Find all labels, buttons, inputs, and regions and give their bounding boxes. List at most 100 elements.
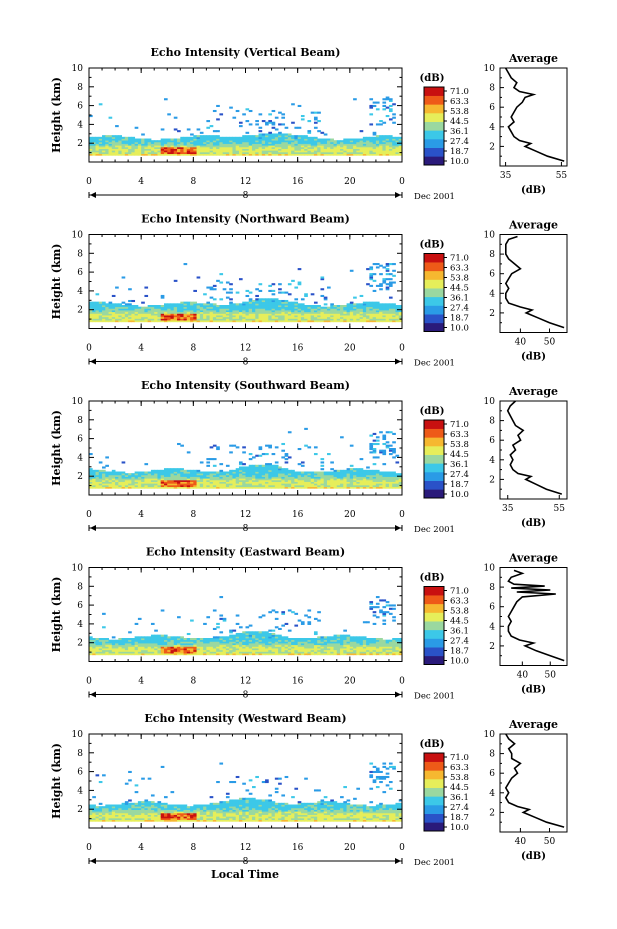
y-tick-label: 2: [77, 139, 83, 149]
colorbar-tick: 36.1: [450, 627, 469, 637]
colorbar: (dB) 71.063.353.844.536.127.418.710.0: [420, 240, 469, 334]
colorbar-tick: 53.8: [450, 773, 469, 783]
colorbar-unit: (dB): [420, 573, 445, 584]
average-y-tick: 6: [489, 270, 495, 280]
heatmap-cells: [89, 596, 403, 656]
average-x-label: (dB): [521, 518, 546, 529]
y-tick-label: 2: [77, 639, 83, 649]
y-tick-label: 10: [72, 730, 84, 740]
colorbar-tick: 53.8: [450, 107, 469, 117]
y-tick-label: 10: [72, 64, 84, 74]
x-tick-label: 20: [344, 510, 356, 520]
average-x-tick: 55: [554, 504, 566, 514]
colorbar-tick: 71.0: [450, 420, 469, 430]
colorbar-tick: 71.0: [450, 753, 469, 763]
average-y-tick: 8: [489, 583, 495, 593]
x-tick-label: 20: [344, 843, 356, 853]
average-title: Average: [508, 219, 558, 232]
colorbar-tick: 10.0: [450, 823, 469, 833]
colorbar: (dB) 71.063.353.844.536.127.418.710.0: [420, 739, 469, 833]
colorbar: (dB) 71.063.353.844.536.127.418.710.0: [420, 573, 469, 667]
colorbar-tick: 63.3: [450, 264, 469, 274]
colorbar-tick: 44.5: [450, 117, 469, 127]
x-tick-label: 0: [86, 177, 92, 187]
y-tick-label: 8: [77, 582, 83, 592]
colorbar-tick: 18.7: [450, 314, 469, 324]
average-y-tick: 8: [489, 417, 495, 427]
colorbar-tick: 36.1: [450, 294, 469, 304]
x-tick-label: 0: [399, 344, 405, 354]
average-line: [506, 400, 563, 495]
average-x-tick: 40: [517, 671, 529, 681]
colorbar-tick: 36.1: [450, 793, 469, 803]
average-line: [504, 235, 565, 329]
colorbar-unit: (dB): [420, 73, 445, 84]
x-tick-label: 8: [190, 177, 196, 187]
average-y-tick: 8: [489, 750, 495, 760]
average-x-label: (dB): [521, 851, 546, 862]
average-frame: [499, 67, 568, 167]
y-tick-label: 10: [72, 397, 84, 407]
average-y-tick: 4: [489, 789, 495, 799]
average-y-tick: 4: [489, 622, 495, 632]
colorbar-tick: 44.5: [450, 284, 469, 294]
y-tick-label: 4: [77, 786, 83, 796]
x-tick-label: 0: [86, 510, 92, 520]
y-axis-label: Height (km): [50, 743, 63, 819]
average-x-tick: 50: [544, 338, 556, 348]
y-tick-label: 4: [77, 120, 83, 130]
colorbar-tick: 10.0: [450, 157, 469, 167]
x-tick-label: 0: [86, 843, 92, 853]
date-suffix: Dec 2001: [414, 858, 455, 868]
colorbar-tick: 27.4: [450, 470, 469, 480]
date-suffix: Dec 2001: [414, 359, 455, 369]
panel-3: Echo Intensity (Eastward Beam) 0 4 8 12 16 20 0…: [50, 546, 568, 702]
average-y-tick: 4: [489, 456, 495, 466]
x-tick-label: 8: [190, 344, 196, 354]
colorbar-tick: 53.8: [450, 607, 469, 617]
average-x-tick: 50: [544, 837, 556, 847]
panel-1: Echo Intensity (Northward Beam)0 4 8 12 16 20…: [50, 213, 568, 369]
date-label: 8: [243, 191, 249, 201]
colorbar-unit: (dB): [420, 240, 445, 251]
colorbar-tick: 63.3: [450, 430, 469, 440]
colorbar-tick: 44.5: [450, 617, 469, 627]
x-tick-label: 16: [292, 344, 304, 354]
average-x-tick: 35: [502, 504, 514, 514]
average-y-tick: 2: [489, 808, 495, 818]
colorbar-tick: 36.1: [450, 127, 469, 137]
colorbar-tick: 18.7: [450, 480, 469, 490]
y-tick-label: 2: [77, 805, 83, 815]
heatmap-cells: [89, 427, 403, 489]
y-tick-label: 6: [77, 768, 83, 778]
panel-title: Echo Intensity (Vertical Beam): [150, 46, 340, 59]
x-tick-label: 16: [292, 177, 304, 187]
x-tick-label: 12: [240, 344, 251, 354]
average-y-tick: 2: [489, 475, 495, 485]
average-x-label: (dB): [521, 685, 546, 696]
colorbar-tick: 63.3: [450, 763, 469, 773]
average-y-tick: 6: [489, 769, 495, 779]
average-y-tick: 10: [484, 397, 496, 407]
date-suffix: Dec 2001: [414, 525, 455, 535]
colorbar-tick: 44.5: [450, 783, 469, 793]
x-tick-label: 4: [138, 177, 144, 187]
x-tick-label: 16: [292, 510, 304, 520]
x-tick-label: 12: [240, 177, 251, 187]
y-tick-label: 8: [77, 83, 83, 93]
x-tick-label: 8: [190, 677, 196, 687]
average-y-tick: 8: [489, 84, 495, 94]
panel-title: Echo Intensity (Northward Beam): [141, 213, 350, 226]
x-tick-label: 0: [399, 510, 405, 520]
average-title: Average: [508, 552, 558, 565]
colorbar-tick: 44.5: [450, 450, 469, 460]
average-profile: Average 2 4 6 8 10 35 55 (dB): [484, 385, 568, 529]
x-tick-label: 4: [138, 510, 144, 520]
colorbar-unit: (dB): [420, 406, 445, 417]
average-line: [504, 67, 565, 162]
colorbar-tick: 71.0: [450, 87, 469, 97]
date-label: 8: [243, 358, 249, 368]
average-profile: Average 2 4 6 8 10 35 55 (dB): [484, 52, 568, 196]
average-x-label: (dB): [521, 352, 546, 363]
